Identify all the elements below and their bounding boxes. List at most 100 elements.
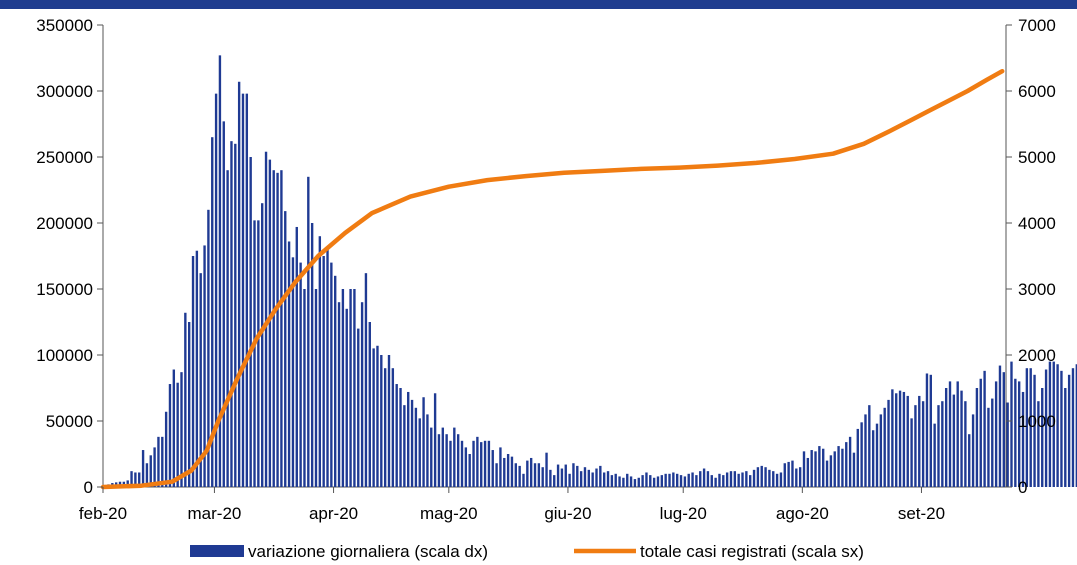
- bar-daily: [622, 477, 625, 487]
- bar-daily: [852, 452, 856, 487]
- bar-daily: [218, 55, 222, 488]
- bar-daily: [906, 395, 909, 487]
- bar-daily: [741, 472, 744, 487]
- bar-daily: [1025, 368, 1029, 487]
- bar-daily: [864, 414, 867, 487]
- x-tick-label: feb-20: [79, 504, 127, 523]
- bar-daily: [299, 262, 302, 487]
- bar-daily: [249, 157, 252, 487]
- bar-daily: [729, 471, 733, 487]
- legend-bar-swatch: [190, 545, 244, 557]
- bar-daily: [422, 397, 425, 487]
- bar-daily: [971, 414, 975, 487]
- bar-daily: [510, 456, 514, 487]
- bar-daily: [514, 463, 517, 487]
- bar-daily: [745, 471, 748, 487]
- bar-daily: [1010, 361, 1013, 487]
- bar-daily: [902, 391, 906, 487]
- bar-daily: [895, 393, 898, 487]
- bar-daily: [687, 473, 690, 487]
- bar-daily: [261, 203, 264, 487]
- bar-daily: [941, 401, 944, 487]
- left-tick-label: 200000: [36, 214, 93, 233]
- bar-daily: [641, 475, 644, 487]
- right-tick-label: 2000: [1018, 346, 1056, 365]
- bar-daily: [798, 467, 802, 487]
- top-color-band: [0, 0, 1077, 9]
- bar-daily: [426, 414, 429, 487]
- bar-daily: [553, 475, 556, 487]
- bar-daily: [195, 250, 199, 487]
- bar-daily: [276, 172, 279, 487]
- bar-daily: [599, 465, 602, 487]
- bar-daily: [733, 471, 737, 487]
- bar-daily: [537, 463, 541, 487]
- bar-daily: [1006, 402, 1009, 487]
- bar-daily: [937, 405, 940, 487]
- bar-daily: [410, 399, 414, 487]
- bar-daily: [994, 381, 998, 487]
- right-tick-label: 6000: [1018, 82, 1056, 101]
- bar-daily: [725, 472, 729, 487]
- bar-daily: [303, 289, 306, 487]
- bar-daily: [518, 465, 521, 487]
- line-series-total-cases: [100, 68, 1005, 490]
- bar-daily: [764, 467, 767, 487]
- bar-daily: [868, 405, 871, 487]
- bar-daily: [975, 388, 979, 487]
- bar-daily: [649, 475, 652, 487]
- bar-daily: [768, 469, 771, 487]
- bar-daily: [203, 245, 206, 487]
- bar-daily: [587, 469, 590, 487]
- bar-daily: [1044, 369, 1048, 487]
- bar-daily: [314, 289, 318, 487]
- bar-daily: [245, 93, 249, 487]
- bar-daily: [775, 473, 779, 487]
- bar-daily: [968, 434, 971, 487]
- bar-daily: [368, 322, 371, 487]
- bar-daily: [533, 463, 537, 487]
- bar-daily: [172, 369, 176, 487]
- bar-daily: [291, 257, 295, 487]
- right-tick-label: 7000: [1018, 16, 1056, 35]
- bar-daily: [602, 472, 606, 487]
- bar-daily: [560, 468, 564, 487]
- bar-daily: [284, 211, 287, 487]
- x-tick-label: lug-20: [660, 504, 707, 523]
- bar-daily: [637, 477, 640, 487]
- bar-daily: [614, 473, 617, 487]
- bar-daily: [737, 473, 740, 487]
- x-tick-label: giu-20: [544, 504, 591, 523]
- bar-daily: [272, 170, 275, 487]
- bar-daily: [787, 461, 790, 487]
- bar-daily: [1052, 361, 1055, 487]
- bar-daily: [1048, 361, 1052, 487]
- bar-daily: [818, 446, 821, 487]
- bar-daily: [898, 390, 902, 487]
- bar-daily: [222, 121, 225, 488]
- bar-daily: [810, 450, 813, 487]
- bar-daily: [760, 465, 763, 487]
- bar-daily: [814, 451, 817, 487]
- bar-daily: [176, 382, 179, 487]
- bar-daily: [749, 475, 752, 487]
- bar-daily: [576, 465, 579, 487]
- right-tick-label: 0: [1018, 478, 1027, 497]
- legend-line-label: totale casi registrati (scala sx): [640, 542, 864, 561]
- bar-daily: [595, 468, 598, 487]
- bar-daily: [925, 373, 929, 487]
- bar-daily: [376, 345, 379, 487]
- bar-daily: [779, 472, 783, 487]
- bar-daily: [287, 241, 291, 487]
- bar-daily: [399, 388, 402, 487]
- bar-daily: [506, 454, 510, 487]
- bar-daily: [722, 475, 725, 487]
- bar-daily: [591, 472, 594, 487]
- bar-daily: [522, 473, 525, 487]
- bar-daily: [499, 447, 502, 487]
- bar-daily: [445, 434, 448, 487]
- bar-daily: [138, 472, 141, 487]
- bar-daily: [403, 405, 406, 487]
- bar-daily: [645, 472, 648, 487]
- right-tick-label: 3000: [1018, 280, 1056, 299]
